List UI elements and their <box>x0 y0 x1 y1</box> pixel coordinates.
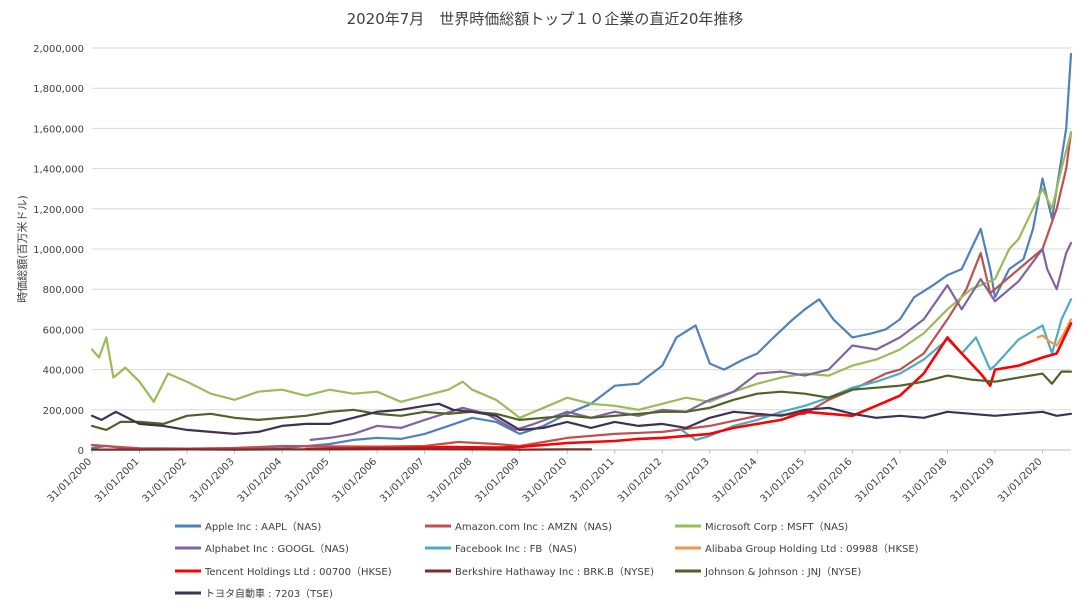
legend: Apple Inc : AAPL（NAS) Amazon.com Inc : AM… <box>175 521 919 600</box>
series-lines <box>90 52 1073 451</box>
x-tick-label: 31/01/2017 <box>853 456 902 505</box>
series-line <box>90 131 1073 450</box>
x-tick-label: 31/01/2016 <box>806 456 855 505</box>
x-tick-label: 31/01/2003 <box>188 456 237 505</box>
y-tick-label: 2,000,000 <box>33 44 84 55</box>
legend-label: Facebook Inc : FB（NAS) <box>455 543 577 555</box>
y-tick-label: 600,000 <box>43 325 84 336</box>
x-tick-label: 31/01/2019 <box>949 456 998 505</box>
x-tick-label: 31/01/2014 <box>711 456 760 505</box>
y-axis-ticks: 0 200,000 400,000 600,000 800,000 1,000,000 1,… <box>33 44 84 457</box>
legend-label: Tencent Holdings Ltd : 00700（HKSE) <box>204 566 392 578</box>
y-tick-label: 1,400,000 <box>33 165 84 176</box>
y-tick-label: 1,000,000 <box>33 245 84 256</box>
legend-label: Berkshire Hathaway Inc : BRK.B（NYSE) <box>455 566 654 578</box>
series-line <box>1036 318 1073 347</box>
x-tick-label: 31/01/2007 <box>378 456 427 505</box>
series-line <box>304 322 1073 451</box>
gridlines <box>92 47 1071 451</box>
y-tick-label: 1,600,000 <box>33 124 84 135</box>
legend-label: Johnson & Johnson : JNJ（NYSE) <box>704 566 861 578</box>
y-tick-label: 200,000 <box>43 406 84 417</box>
y-tick-label: 400,000 <box>43 366 84 377</box>
y-axis-label: 時価総額(百万米ドル) <box>15 195 29 303</box>
x-tick-label: 31/01/2008 <box>426 456 475 505</box>
x-tick-label: 31/01/2000 <box>46 456 95 505</box>
series-line <box>90 402 1073 435</box>
legend-label: Microsoft Corp : MSFT（NAS) <box>705 521 848 533</box>
x-tick-label: 31/01/2001 <box>93 456 142 505</box>
series-line <box>90 131 1073 419</box>
x-tick-label: 31/01/2005 <box>283 456 332 505</box>
series-line <box>90 370 1073 431</box>
legend-label: Alphabet Inc : GOOGL（NAS) <box>205 543 349 555</box>
x-axis-ticks: 31/01/200031/01/200131/01/200231/01/2003… <box>46 450 1045 505</box>
legend-label: Alibaba Group Holding Ltd : 09988（HKSE) <box>705 543 919 555</box>
x-tick-label: 31/01/2002 <box>141 456 190 505</box>
series-line <box>680 298 1073 441</box>
chart-title: 2020年7月 世界時価総額トップ１０企業の直近20年推移 <box>347 10 744 28</box>
legend-label: Amazon.com Inc : AMZN（NAS) <box>455 521 612 533</box>
y-tick-label: 800,000 <box>43 285 84 296</box>
x-tick-label: 31/01/2020 <box>996 456 1045 505</box>
series-line <box>90 52 1073 450</box>
legend-label: Apple Inc : AAPL（NAS) <box>205 521 321 533</box>
x-tick-label: 31/01/2006 <box>331 456 380 505</box>
x-tick-label: 31/01/2015 <box>758 456 807 505</box>
y-tick-label: 1,800,000 <box>33 84 84 95</box>
legend-label: トヨタ自動車 : 7203（TSE) <box>205 587 333 600</box>
x-tick-label: 31/01/2018 <box>901 456 950 505</box>
y-tick-label: 1,200,000 <box>33 205 84 216</box>
x-tick-label: 31/01/2004 <box>236 456 285 505</box>
y-tick-label: 0 <box>78 446 84 457</box>
x-tick-label: 31/01/2010 <box>521 456 570 505</box>
x-tick-label: 31/01/2013 <box>663 456 712 505</box>
x-tick-label: 31/01/2011 <box>568 456 617 505</box>
x-tick-label: 31/01/2012 <box>616 456 665 505</box>
x-tick-label: 31/01/2009 <box>473 456 522 505</box>
